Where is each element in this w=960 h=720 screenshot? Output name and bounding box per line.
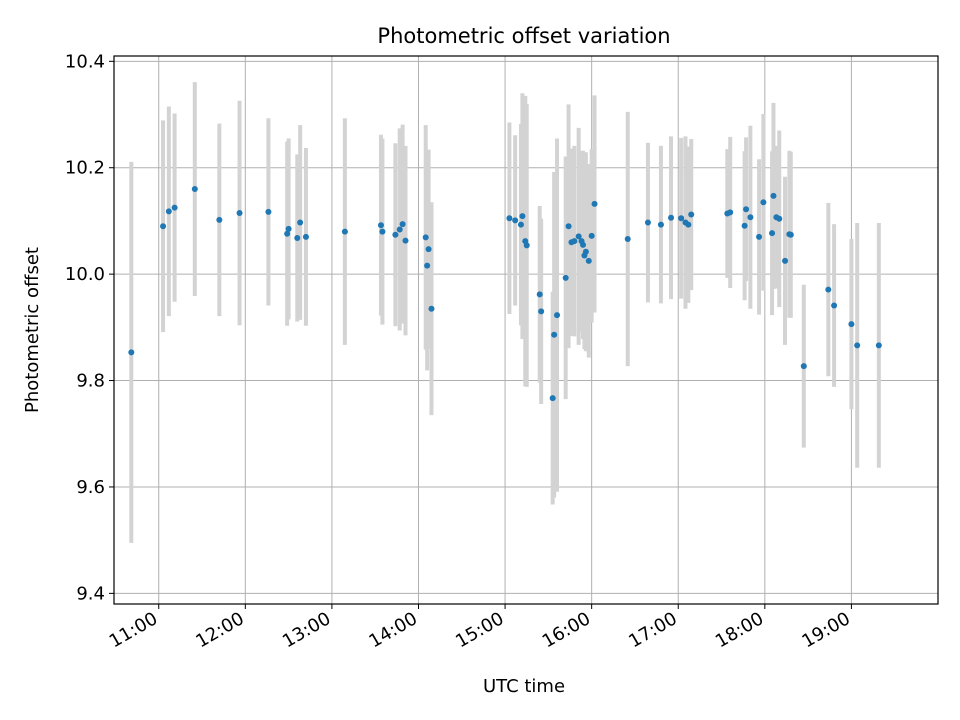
- plot-frame: [113, 55, 939, 605]
- data-point: [424, 262, 431, 269]
- data-point: [756, 233, 763, 240]
- data-point: [297, 219, 304, 226]
- y-tick-label: 10.4: [65, 51, 105, 72]
- data-point: [571, 238, 578, 245]
- data-point: [760, 199, 767, 206]
- data-point: [512, 217, 519, 224]
- data-point: [551, 331, 558, 338]
- data-point: [538, 308, 545, 315]
- data-point: [265, 208, 272, 215]
- data-point: [165, 208, 172, 215]
- data-point: [580, 241, 587, 248]
- data-point: [743, 206, 750, 213]
- data-point: [770, 192, 777, 199]
- data-points: [128, 186, 882, 402]
- data-point: [668, 214, 675, 221]
- x-axis-label: UTC time: [483, 676, 565, 697]
- data-point: [727, 209, 734, 216]
- data-point: [128, 349, 135, 356]
- data-point: [517, 221, 524, 228]
- data-point: [848, 321, 855, 328]
- data-point: [800, 363, 807, 370]
- data-point: [562, 274, 569, 281]
- data-point: [396, 226, 403, 233]
- data-point: [284, 230, 291, 237]
- data-point: [565, 223, 572, 230]
- data-point: [171, 204, 178, 211]
- y-axis-ticks: 9.4 9.6 9.8 10.0 10.2 10.4: [65, 51, 114, 604]
- data-point: [549, 395, 556, 402]
- data-point: [402, 237, 409, 244]
- data-point: [236, 209, 243, 216]
- y-tick-label: 9.6: [76, 477, 105, 498]
- data-point: [591, 200, 598, 207]
- data-point: [588, 232, 595, 239]
- data-point: [825, 286, 832, 293]
- data-point: [741, 222, 748, 229]
- chart-title: Photometric offset variation: [377, 24, 670, 48]
- y-axis-label: Photometric offset: [22, 247, 43, 413]
- data-point: [191, 186, 198, 193]
- data-point: [285, 225, 292, 232]
- data-point: [787, 231, 794, 238]
- data-point: [685, 221, 692, 228]
- data-point: [657, 221, 664, 228]
- data-point: [769, 230, 776, 237]
- data-point: [688, 211, 695, 218]
- data-point: [422, 234, 429, 241]
- data-point: [428, 305, 435, 312]
- y-tick-label: 10.0: [65, 264, 105, 285]
- y-tick-label: 9.4: [76, 583, 105, 604]
- data-point: [160, 223, 167, 230]
- data-point: [399, 221, 406, 228]
- data-point: [302, 233, 309, 240]
- data-point: [585, 257, 592, 264]
- data-point: [379, 228, 386, 235]
- y-tick-label: 9.8: [76, 371, 105, 392]
- data-point: [506, 215, 513, 222]
- data-point: [554, 312, 561, 319]
- data-point: [831, 302, 838, 309]
- data-point: [575, 233, 582, 240]
- data-point: [854, 342, 861, 349]
- data-point: [523, 242, 530, 249]
- data-point: [582, 248, 589, 255]
- data-point: [392, 231, 399, 238]
- data-point: [377, 222, 384, 229]
- data-point: [294, 234, 301, 241]
- data-point: [536, 291, 543, 298]
- data-point: [216, 216, 223, 223]
- data-point: [782, 257, 789, 264]
- data-point: [425, 246, 432, 253]
- data-point: [678, 215, 685, 222]
- data-point: [776, 215, 783, 222]
- y-tick-label: 10.2: [65, 158, 105, 179]
- data-point: [624, 236, 631, 243]
- data-point: [747, 214, 754, 221]
- data-point: [519, 213, 526, 220]
- data-point: [644, 219, 651, 226]
- data-point: [875, 342, 882, 349]
- data-point: [341, 228, 348, 235]
